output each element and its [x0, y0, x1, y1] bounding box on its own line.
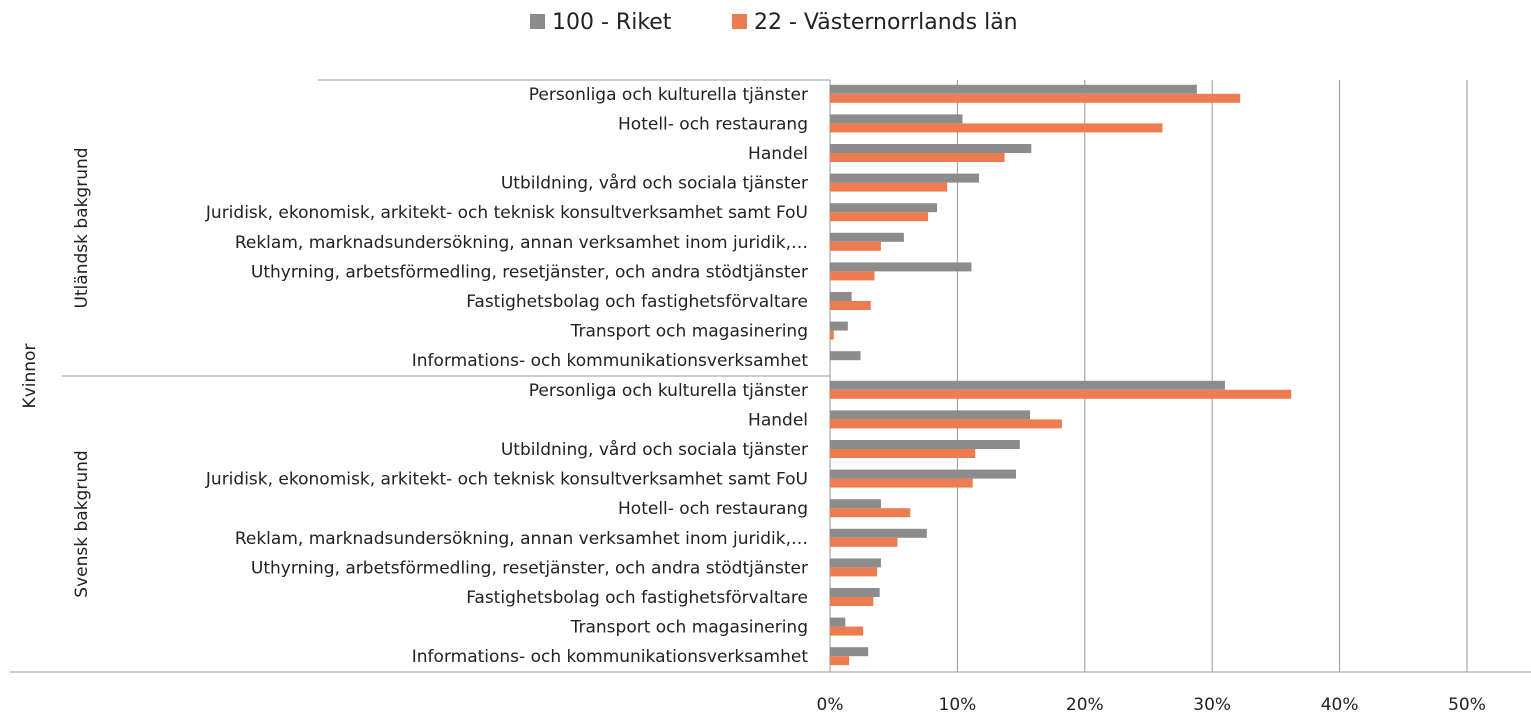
bar — [830, 478, 973, 488]
bar — [830, 597, 874, 606]
bar — [830, 567, 878, 577]
bar — [830, 528, 927, 538]
x-tick-label: 40% — [1321, 695, 1359, 715]
bar — [830, 262, 972, 272]
bar — [830, 419, 1062, 429]
x-tick-label: 20% — [1066, 695, 1104, 715]
category-label: Uthyrning, arbetsförmedling, resetjänste… — [251, 262, 808, 282]
bar — [830, 440, 1020, 449]
bar — [830, 153, 1005, 162]
bar — [830, 380, 1225, 390]
bar — [830, 588, 880, 597]
group-label: Svensk bakgrund — [72, 450, 92, 597]
bar — [830, 212, 929, 222]
x-tick-label: 50% — [1448, 695, 1486, 715]
bar — [830, 292, 852, 301]
legend-swatch — [732, 14, 747, 29]
bar — [830, 558, 881, 568]
category-label: Utbildning, vård och sociala tjänster — [501, 173, 808, 194]
category-label: Informations- och kommunikationsverksamh… — [412, 351, 809, 371]
bar — [830, 617, 846, 627]
legend: 100 - Riket 22 - Västernorrlands län — [530, 10, 1018, 35]
category-label: Uthyrning, arbetsförmedling, resetjänste… — [251, 558, 808, 578]
bar — [830, 93, 1241, 103]
category-label: Juridisk, ekonomisk, arkitekt- och tekni… — [205, 470, 808, 490]
category-label: Personliga och kulturella tjänster — [529, 381, 808, 401]
bar — [830, 321, 848, 331]
category-label: Utbildning, vård och sociala tjänster — [501, 439, 808, 460]
category-label: Handel — [748, 144, 808, 164]
bar — [830, 330, 834, 340]
category-label: Reklam, marknadsundersökning, annan verk… — [235, 529, 808, 549]
bar — [830, 508, 911, 518]
category-label: Hotell- och restaurang — [618, 114, 808, 134]
bar — [830, 656, 850, 666]
legend-label: 22 - Västernorrlands län — [754, 10, 1018, 35]
category-label: Hotell- och restaurang — [618, 499, 808, 519]
bar — [830, 241, 881, 251]
bar — [830, 537, 898, 547]
category-label: Transport och magasinering — [570, 618, 808, 638]
category-label: Personliga och kulturella tjänster — [529, 85, 808, 105]
category-label: Fastighetsbolag och fastighetsförvaltare — [466, 588, 808, 608]
bar — [830, 647, 869, 657]
bar — [830, 84, 1197, 94]
bar — [830, 469, 1017, 479]
legend-label: 100 - Riket — [552, 10, 672, 35]
x-tick-label: 10% — [939, 695, 977, 715]
bar — [830, 449, 976, 458]
bar — [830, 389, 1292, 399]
category-label: Handel — [748, 410, 808, 430]
bar — [830, 173, 980, 183]
bar — [830, 123, 1163, 133]
bar — [830, 182, 948, 192]
bar — [830, 271, 875, 281]
bar — [830, 232, 904, 242]
bar — [830, 499, 881, 509]
group-label: Utländsk bakgrund — [72, 147, 92, 308]
bar — [830, 626, 864, 636]
bar — [830, 114, 963, 124]
bar — [830, 203, 938, 213]
bar — [830, 301, 871, 310]
category-label: Informations- och kommunikationsverksamh… — [412, 647, 809, 667]
bar — [830, 144, 1032, 153]
outer-label: Kvinnor — [20, 344, 40, 409]
bar — [830, 410, 1031, 420]
category-label: Transport och magasinering — [570, 322, 808, 342]
category-label: Reklam, marknadsundersökning, annan verk… — [235, 233, 808, 253]
x-tick-label: 0% — [817, 695, 844, 715]
bar — [830, 351, 861, 361]
category-label: Fastighetsbolag och fastighetsförvaltare — [466, 292, 808, 312]
x-tick-label: 30% — [1193, 695, 1231, 715]
legend-swatch — [530, 14, 545, 29]
category-label: Juridisk, ekonomisk, arkitekt- och tekni… — [205, 203, 808, 223]
